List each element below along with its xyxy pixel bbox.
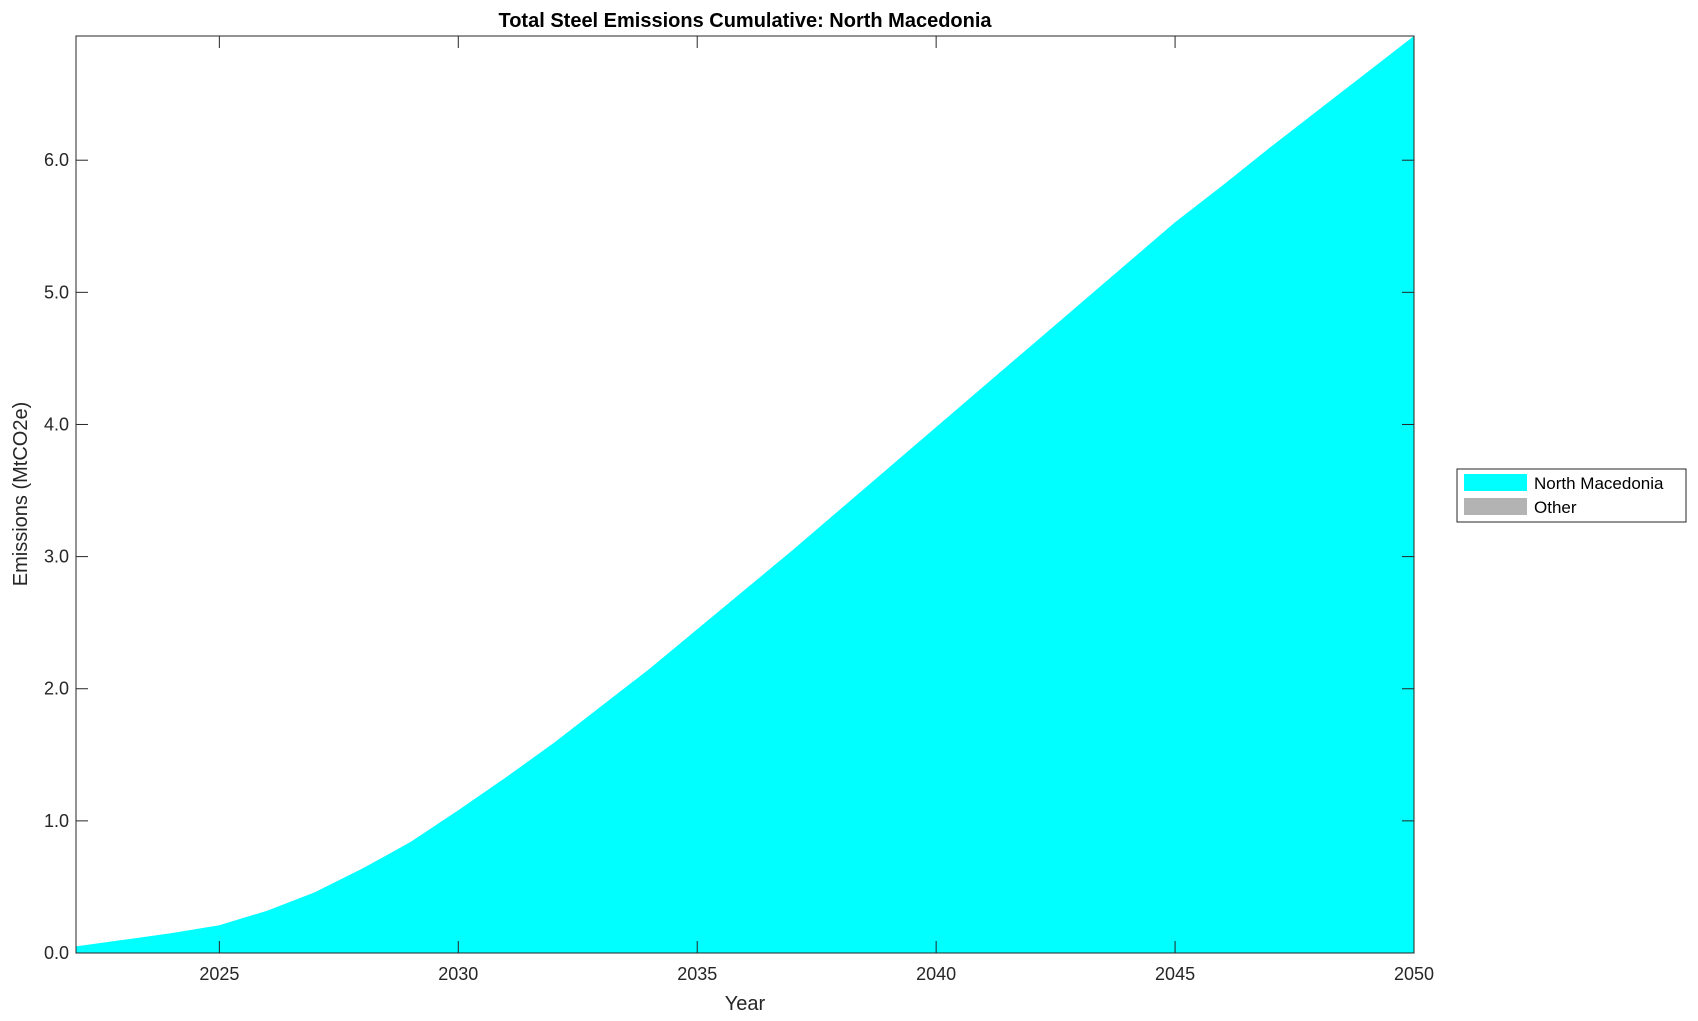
y-tick-label: 6.0 (44, 150, 69, 170)
legend-label-other: Other (1534, 498, 1577, 517)
x-tick-label: 2035 (677, 964, 717, 984)
x-tick-label: 2040 (916, 964, 956, 984)
chart-title: Total Steel Emissions Cumulative: North … (498, 10, 992, 32)
y-tick-label: 1.0 (44, 811, 69, 831)
plot-frame (75, 35, 1415, 954)
y-tick-label: 0.0 (44, 943, 69, 963)
legend-label-north-macedonia: North Macedonia (1534, 474, 1664, 493)
legend-swatch-other (1464, 498, 1527, 515)
y-tick-label: 4.0 (44, 414, 69, 434)
x-tick-label: 2025 (199, 964, 239, 984)
x-tick-label: 2045 (1155, 964, 1195, 984)
x-tick-label: 2050 (1394, 964, 1434, 984)
y-tick-label: 2.0 (44, 679, 69, 699)
y-tick-label: 5.0 (44, 282, 69, 302)
x-tick-label: 2030 (438, 964, 478, 984)
x-axis-label: Year (725, 993, 766, 1015)
axis-ticks: 2025 2030 2035 2040 2045 2050 0.0 1.0 2.0 3.0 4.0 5… (44, 36, 1434, 984)
plot-areas (76, 36, 1414, 953)
area-north-macedonia (76, 36, 1414, 953)
legend-swatch-north-macedonia (1464, 474, 1527, 491)
y-axis-label: Emissions (MtCO2e) (10, 402, 32, 586)
y-tick-label: 3.0 (44, 547, 69, 567)
legend: North Macedonia Other (1456, 468, 1687, 523)
